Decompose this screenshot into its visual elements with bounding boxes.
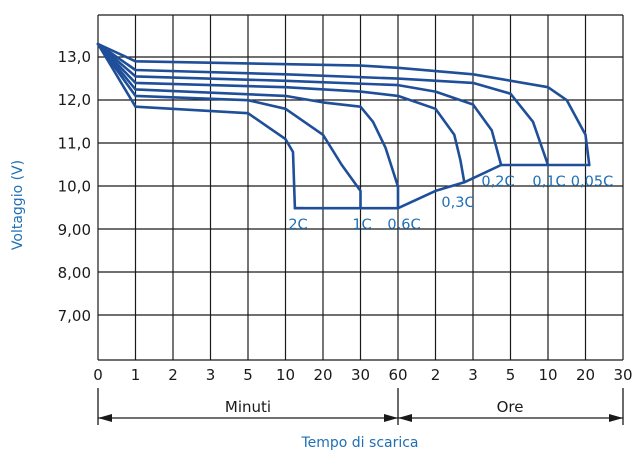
arrowhead-left-minuti: [98, 414, 112, 422]
x-tick-label: 5: [243, 366, 253, 384]
c-rate-labels: 2C 1C 0,6C 0,3C 0,2C 0,1C 0,05C: [288, 174, 613, 233]
x-tick-labels: 0 1 2 3 5 10 20 30 60 2 3 5 10 20 30: [93, 366, 632, 384]
y-tick-label: 10,0: [58, 178, 91, 196]
y-tick-label: 13,0: [58, 48, 91, 66]
cutoff-voltage-line: [293, 163, 591, 210]
section-label-ore: Ore: [497, 398, 524, 416]
arrowhead-right-ore: [609, 414, 623, 422]
x-tick-label: 5: [506, 366, 516, 384]
x-tick-label: 10: [276, 366, 295, 384]
x-tick-label: 30: [351, 366, 370, 384]
c-rate-label: 1C: [352, 217, 371, 233]
discharge-curves: [96, 42, 591, 210]
arrowhead-left-ore: [398, 414, 412, 422]
x-tick-label: 10: [538, 366, 557, 384]
c-rate-label: 0,6C: [387, 217, 420, 233]
discharge-curve-06c: [96, 42, 400, 210]
x-tick-label: 3: [468, 366, 478, 384]
discharge-curve-03c: [96, 42, 466, 184]
x-tick-label: 3: [206, 366, 216, 384]
discharge-curve-01c: [96, 42, 550, 167]
y-tick-label: 7,00: [58, 307, 91, 325]
y-tick-labels: 13,0 12,0 11,0 10,0 9,00 8,00 7,00: [58, 48, 91, 325]
y-tick-label: 8,00: [58, 264, 91, 282]
y-tick-label: 9,00: [58, 221, 91, 239]
x-tick-label: 0: [93, 366, 103, 384]
grid: [97, 14, 624, 361]
time-sections: Minuti Ore: [97, 388, 624, 425]
y-tick-label: 12,0: [58, 91, 91, 109]
discharge-curve-2c: [96, 42, 305, 210]
x-tick-label: 2: [431, 366, 441, 384]
x-tick-label: 20: [313, 366, 332, 384]
x-tick-label: 20: [576, 366, 595, 384]
y-axis-label: Voltaggio (V): [10, 160, 26, 250]
c-rate-label: 0,05C: [571, 174, 613, 190]
discharge-curve-005c: [96, 42, 591, 167]
x-tick-label: 60: [388, 366, 407, 384]
c-rate-label: 2C: [288, 217, 307, 233]
x-tick-label: 2: [168, 366, 178, 384]
c-rate-label: 0,1C: [532, 174, 565, 190]
y-tick-label: 11,0: [58, 134, 91, 152]
c-rate-label: 0,2C: [481, 174, 514, 190]
discharge-curve-02c: [96, 42, 503, 167]
x-tick-label: 1: [131, 366, 141, 384]
arrowhead-right-minuti: [384, 414, 398, 422]
c-rate-label: 0,3C: [441, 195, 474, 211]
section-label-minuti: Minuti: [225, 398, 271, 416]
x-tick-label: 30: [613, 366, 632, 384]
x-axis-label: Tempo di scarica: [300, 435, 418, 451]
discharge-curve-1c: [96, 42, 362, 210]
